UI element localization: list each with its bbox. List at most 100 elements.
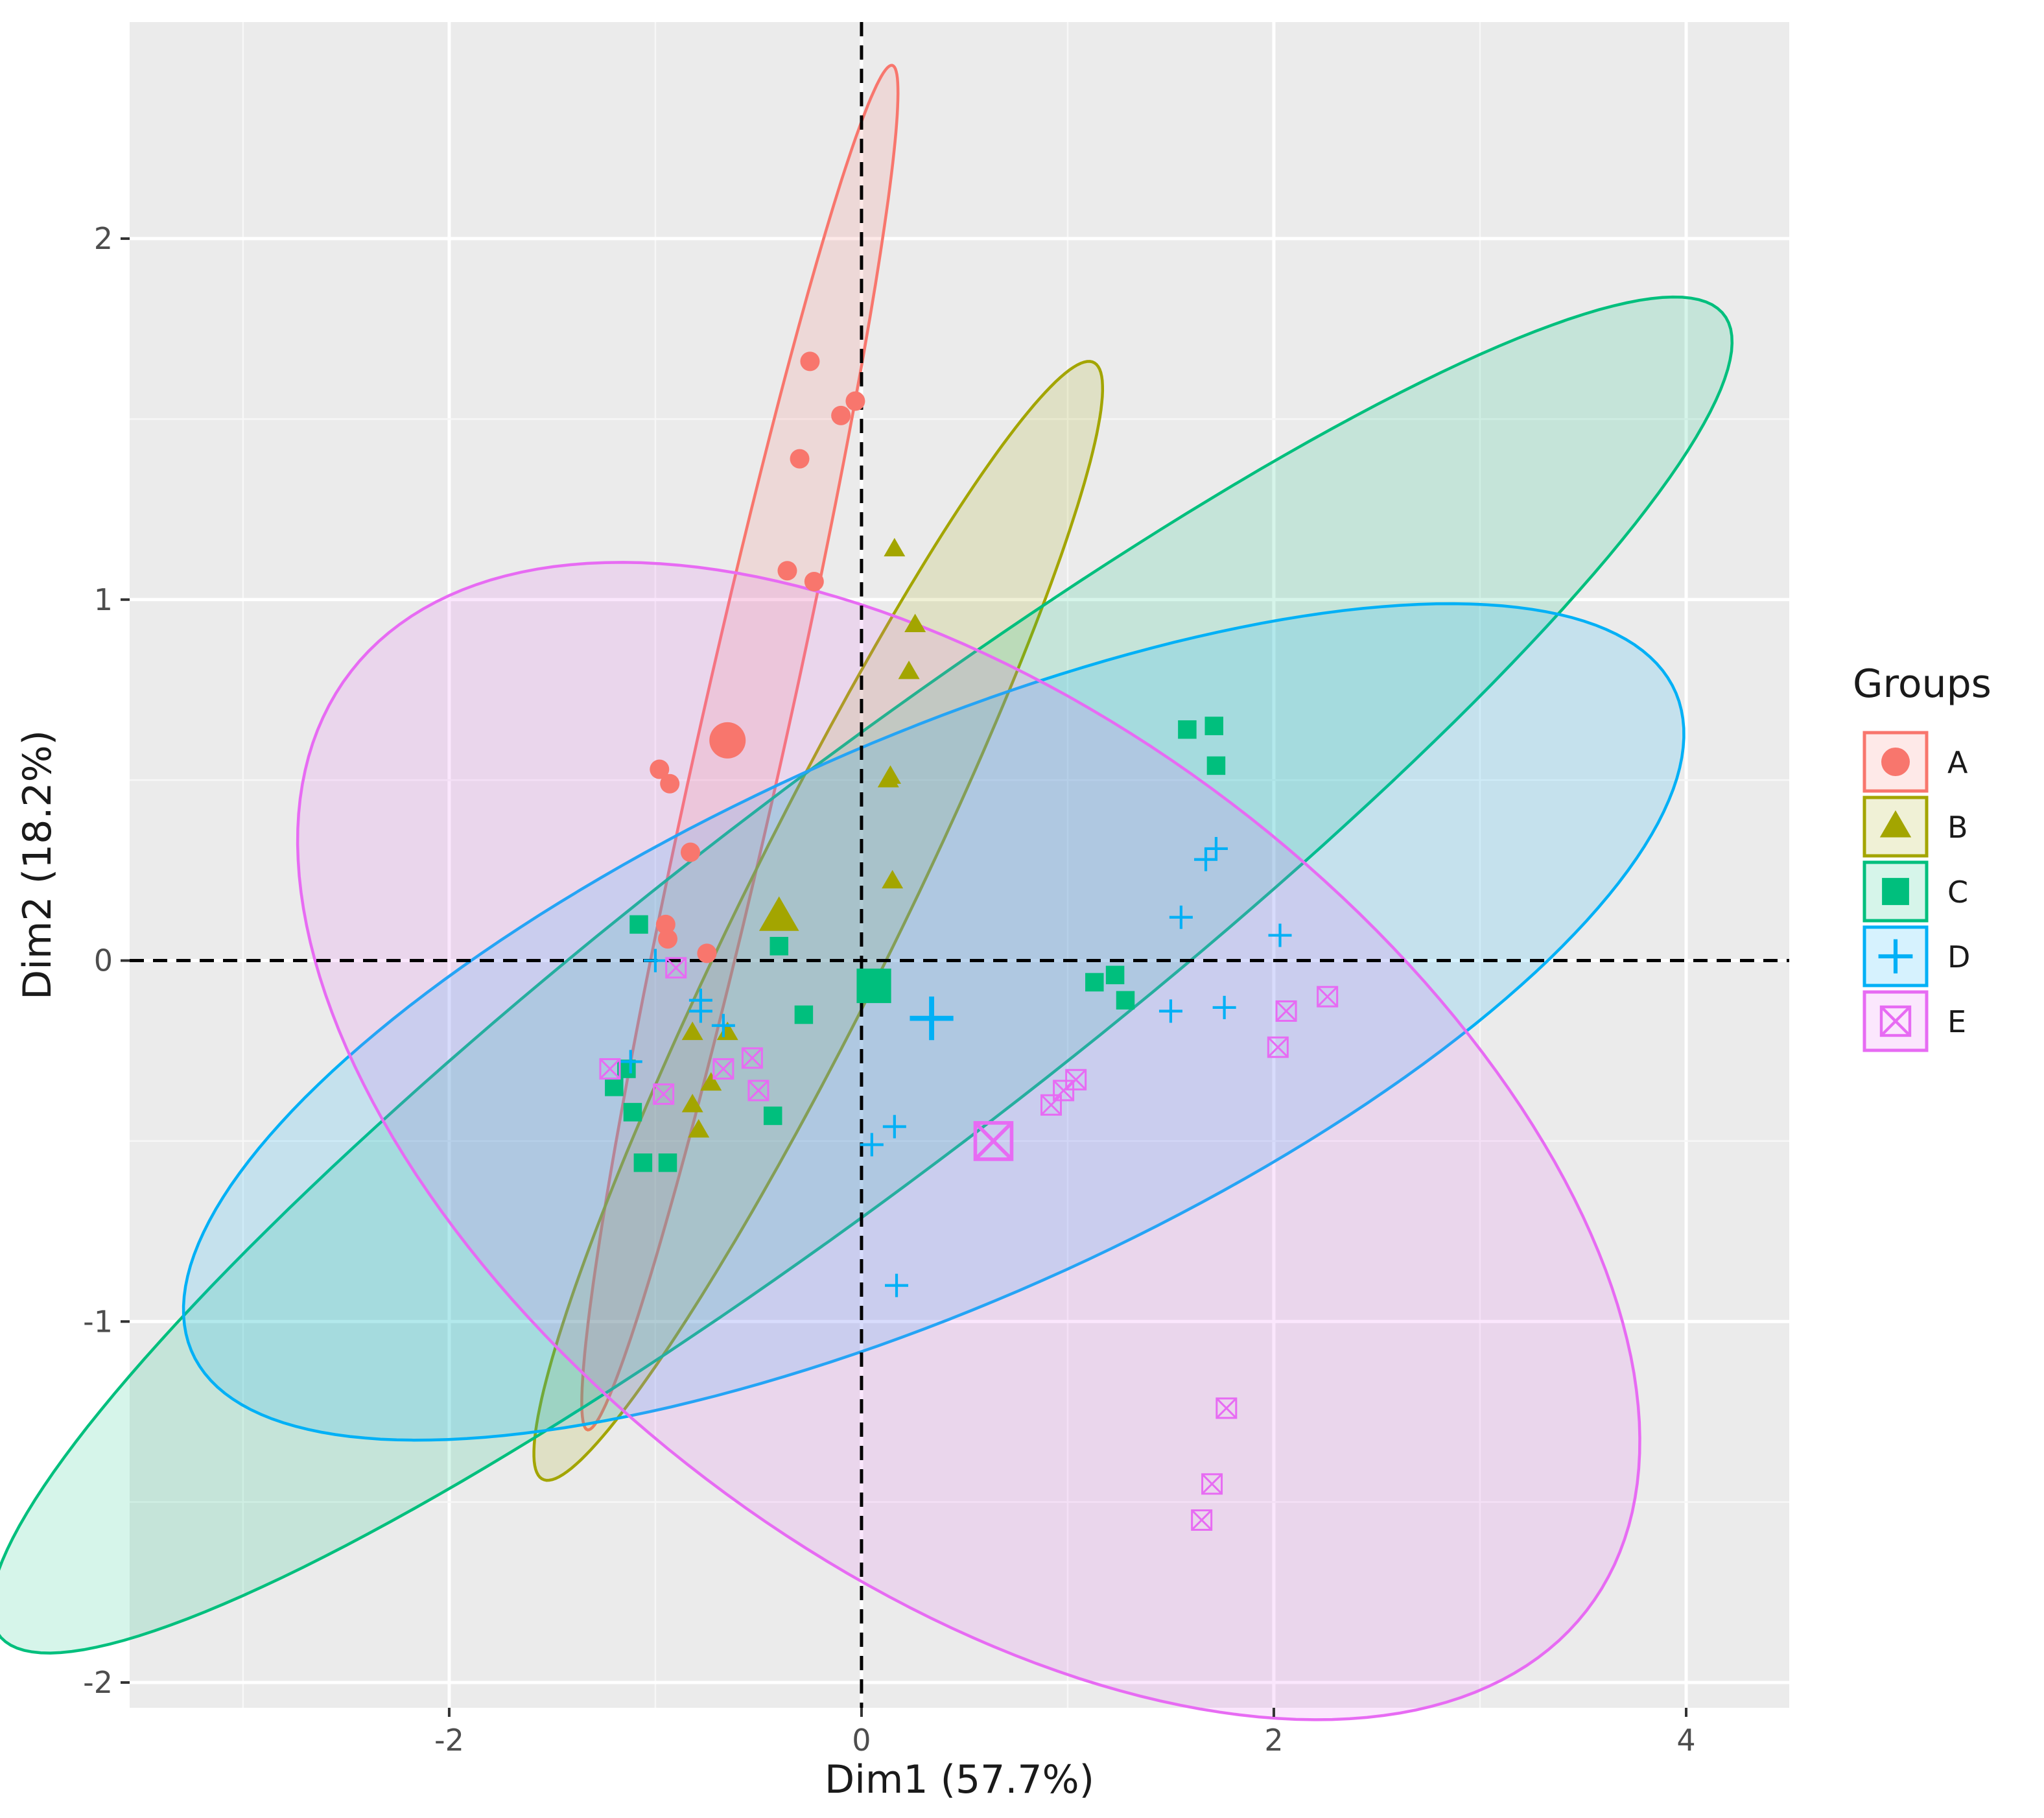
- legend-item-e: E: [1862, 990, 1966, 1052]
- point-c: [1178, 720, 1197, 739]
- legend-label-d: D: [1947, 939, 1970, 974]
- point-c: [629, 915, 648, 934]
- point-a: [655, 914, 675, 934]
- point-e: [665, 957, 687, 979]
- y-tick-label: -2: [83, 1665, 113, 1700]
- legend-marker-e: [1879, 1005, 1912, 1037]
- point-a: [790, 449, 810, 469]
- point-e: [1275, 1000, 1297, 1022]
- point-e: [1065, 1068, 1087, 1091]
- panel-background: [130, 22, 1789, 1708]
- point-a: [658, 929, 678, 949]
- point-b: [884, 537, 906, 557]
- point-a: [800, 351, 820, 372]
- centroid-d: [910, 997, 954, 1041]
- point-e: [1053, 1080, 1075, 1102]
- point-a: [845, 391, 865, 411]
- point-c: [1116, 991, 1135, 1010]
- point-a: [697, 943, 717, 963]
- y-axis-title: Dim2 (18.2%): [15, 730, 60, 1000]
- centroid-e: [973, 1121, 1014, 1161]
- point-c: [1085, 973, 1104, 992]
- point-b: [877, 768, 899, 788]
- point-e: [747, 1080, 769, 1102]
- point-d: [860, 1133, 884, 1157]
- point-d: [1268, 923, 1292, 947]
- x-axis-title: Dim1 (57.7%): [825, 1757, 1094, 1802]
- data-points: [599, 351, 1339, 1531]
- centroid-c: [856, 968, 891, 1004]
- point-c: [633, 1153, 653, 1172]
- legend-marker-a: [1881, 748, 1910, 776]
- point-a: [777, 561, 797, 581]
- point-d: [1194, 847, 1218, 871]
- point-c: [763, 1106, 782, 1126]
- point-e: [1191, 1509, 1213, 1531]
- point-d: [1158, 999, 1182, 1023]
- legend-label-c: C: [1947, 875, 1968, 910]
- legend-label-b: B: [1947, 810, 1968, 845]
- point-e: [1040, 1094, 1063, 1116]
- legend-marker-d: [1878, 939, 1913, 974]
- point-b: [700, 1072, 722, 1091]
- reference-lines: [130, 22, 1789, 1708]
- point-c: [1204, 716, 1223, 735]
- point-e: [653, 1083, 675, 1105]
- ellipse-e: [296, 561, 1641, 1721]
- legend-title: Groups: [1853, 661, 1991, 707]
- point-d: [1169, 905, 1193, 929]
- point-b: [688, 1118, 710, 1138]
- point-a: [804, 571, 824, 591]
- point-d: [885, 1273, 909, 1297]
- x-tick-label: 0: [852, 1723, 871, 1758]
- point-d: [1212, 995, 1236, 1019]
- point-b: [882, 869, 904, 889]
- point-c: [658, 1153, 677, 1172]
- point-c: [1105, 965, 1125, 985]
- point-c: [605, 1078, 624, 1096]
- point-e: [1267, 1036, 1289, 1058]
- legend-item-a: A: [1862, 731, 1968, 793]
- y-tick-label: 2: [94, 221, 113, 256]
- point-c: [769, 937, 788, 956]
- point-d: [711, 1013, 735, 1037]
- point-e: [712, 1058, 734, 1080]
- point-e: [1216, 1397, 1238, 1419]
- point-d: [1204, 836, 1228, 860]
- point-c: [623, 1103, 642, 1122]
- legend-label-a: A: [1947, 745, 1968, 780]
- point-b: [904, 613, 926, 633]
- legend-item-b: B: [1862, 796, 1968, 858]
- x-tick-label: 2: [1264, 1723, 1283, 1758]
- point-b: [898, 660, 920, 679]
- x-tick-label: 4: [1676, 1723, 1695, 1758]
- y-tick-label: 0: [94, 943, 113, 978]
- legend-marker-c: [1882, 878, 1909, 905]
- point-c: [1206, 756, 1226, 775]
- legend-marker-b: [1879, 810, 1912, 838]
- x-tick-label: -2: [434, 1723, 464, 1758]
- centroid-b: [758, 896, 799, 931]
- point-d: [618, 1050, 642, 1074]
- point-a: [660, 773, 680, 794]
- point-e: [599, 1058, 621, 1080]
- point-a: [680, 842, 700, 862]
- point-e: [1201, 1473, 1223, 1495]
- point-b: [681, 1021, 703, 1041]
- point-a: [650, 759, 670, 779]
- point-e: [1317, 986, 1339, 1008]
- point-d: [643, 949, 667, 973]
- legend-item-d: D: [1862, 925, 1970, 987]
- point-b: [681, 1093, 703, 1113]
- point-a: [831, 405, 851, 425]
- axes: -2 0 2 4 -2 -1 0 1 2: [83, 221, 1696, 1758]
- legend-label-e: E: [1947, 1004, 1966, 1039]
- y-tick-label: 1: [94, 582, 113, 617]
- legend-key-a: [1862, 731, 1929, 793]
- legend-item-c: C: [1862, 860, 1968, 923]
- point-d: [688, 999, 712, 1023]
- point-d: [882, 1115, 906, 1139]
